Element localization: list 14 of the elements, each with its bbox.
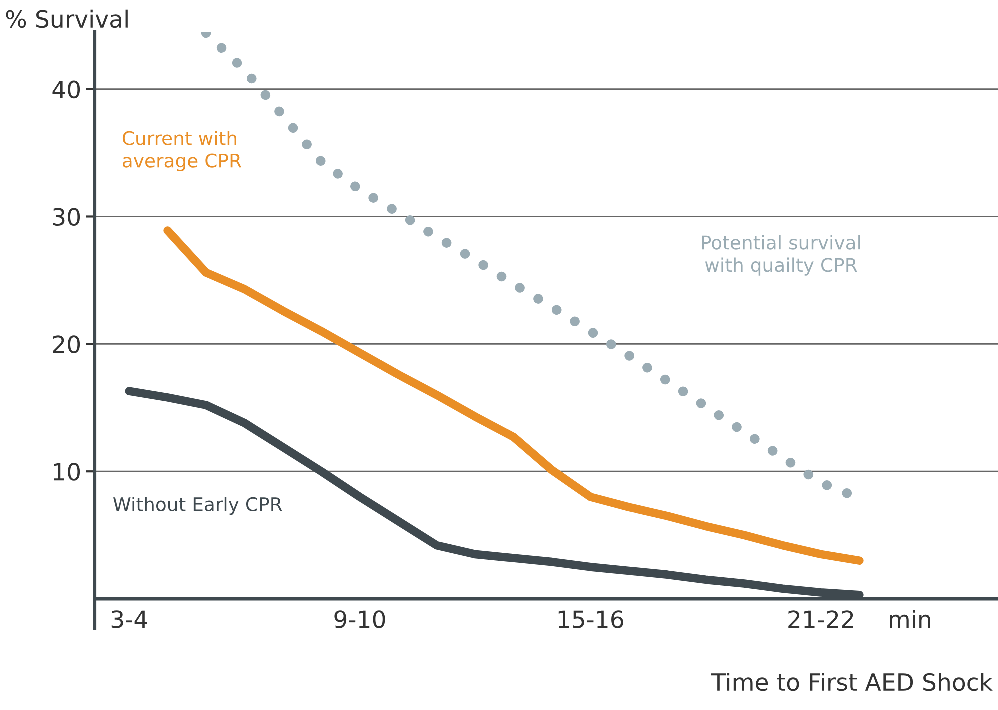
x-tick-label: 15-16 xyxy=(558,610,624,628)
y-tick-label: 40 xyxy=(52,80,80,99)
text: Potential survival with quailty CPR xyxy=(702,235,860,276)
x-axis-title: Time to First AED Shock xyxy=(711,672,993,692)
y-axis-title: % Survival xyxy=(6,10,128,28)
x-tick-label: 21-22 xyxy=(788,610,854,628)
x-tick-label: 3-4 xyxy=(112,610,148,628)
y-tick-label: 10 xyxy=(54,463,80,481)
text: Current with average CPR xyxy=(122,130,242,172)
text: Without Early CPR xyxy=(114,497,282,516)
y-tick-label: 20 xyxy=(53,336,80,354)
y-tick-label: 30 xyxy=(53,208,80,226)
x-tick-label: 9-10 xyxy=(334,610,386,628)
text: min xyxy=(890,610,930,628)
